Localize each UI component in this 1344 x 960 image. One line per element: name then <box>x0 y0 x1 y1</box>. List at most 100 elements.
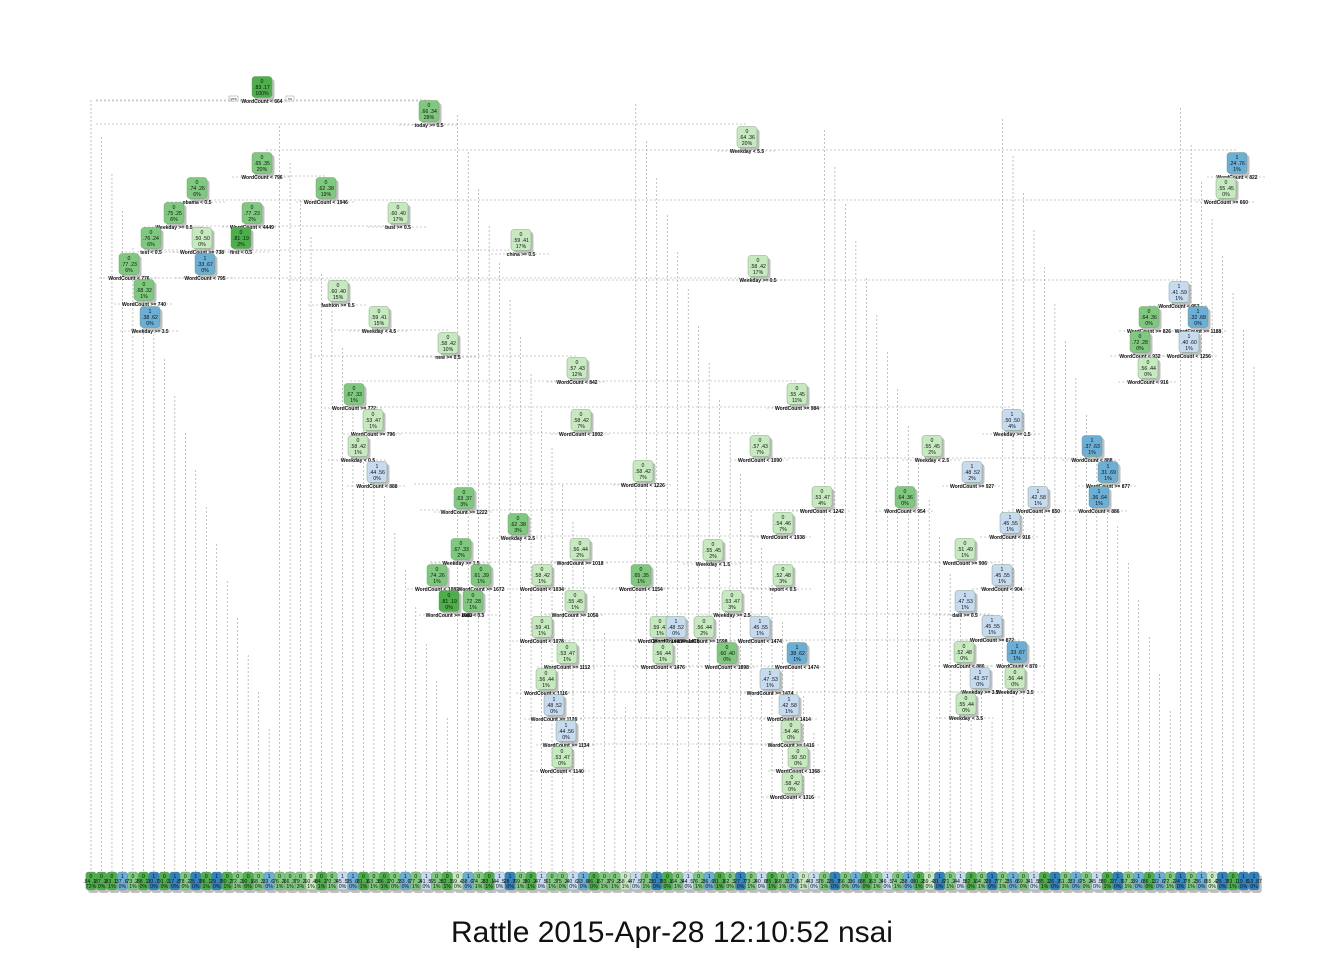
node-split-rule: WordCount < 1946 <box>304 200 348 206</box>
node-box <box>362 409 384 431</box>
node-class: 0 <box>821 489 824 495</box>
tree-node: 0.74 .266% obama < 0.5 <box>183 177 212 206</box>
node-pct: 2% <box>928 450 936 456</box>
node-box <box>191 227 213 249</box>
leaf-node: 0.76 .241% <box>691 871 707 893</box>
leaf-class: 0 <box>393 874 396 880</box>
node-split-rule: WordCount >= 1112 <box>544 665 591 671</box>
node-box <box>426 564 448 586</box>
leaf-probs: .43 .57 <box>806 879 822 885</box>
leaf-node: 1.25 .750% <box>188 871 204 893</box>
leaf-node: 0.59 .410% <box>450 871 466 893</box>
tree-node: 0.55 .440% Weekday < 3.5 <box>949 693 983 722</box>
leaf-node: 0.83 .171% <box>104 871 120 893</box>
node-box <box>772 564 794 586</box>
leaf-pct: 0% <box>98 884 106 890</box>
leaf-pct: 0% <box>632 884 640 890</box>
node-class: 0 <box>640 567 643 573</box>
leaf-class: 0 <box>823 874 826 880</box>
leaf-node: 1.35 .650% <box>1005 871 1021 893</box>
leaf-probs: .66 .34 <box>837 879 853 885</box>
node-class: 1 <box>1178 284 1181 290</box>
leaf-node: 0.80 .201% <box>1099 871 1115 893</box>
leaf-probs: .88 .12 <box>135 879 151 885</box>
node-probs: .45 .55 <box>1002 521 1018 527</box>
leaf-class: 1 <box>1158 874 1161 880</box>
tree-node: 1.33 .671% WordCount < 870 <box>996 641 1038 670</box>
node-split-rule: WordCount < 1368 <box>776 769 820 775</box>
leaf-pct: 1% <box>1041 884 1049 890</box>
leaf-class: 0 <box>1022 874 1025 880</box>
leaf-probs: .60 .40 <box>303 879 319 885</box>
node-class: 0 <box>782 515 785 521</box>
node-probs: .44 .56 <box>558 729 574 735</box>
leaf-pct: 1% <box>517 884 525 890</box>
node-probs: .57 .43 <box>569 366 585 372</box>
leaf-pct: 1% <box>611 884 619 890</box>
node-split-rule: Weekday < 3.5 <box>949 716 983 722</box>
leaf-probs: .83 .17 <box>1225 879 1241 885</box>
node-class: 0 <box>545 671 548 677</box>
leaf-pct: 0% <box>192 884 200 890</box>
leaf-pct: 1% <box>1187 884 1195 890</box>
leaf-class: 0 <box>226 874 229 880</box>
node-box <box>133 279 155 301</box>
leaf-node: 1.36 .640% <box>1194 871 1210 893</box>
node-probs: .54 .46 <box>783 729 799 735</box>
node-split-rule: WordCount >= 850 <box>1016 509 1060 515</box>
node-box <box>535 668 557 690</box>
leaf-pct: 0% <box>1114 884 1122 890</box>
node-box <box>569 538 591 560</box>
leaf-class: 1 <box>886 874 889 880</box>
node-split-rule: china >= 0.5 <box>507 252 536 258</box>
node-split-rule: WordCount < 1242 <box>800 509 844 515</box>
tree-node: 0.74 .261% WordCount < 1082 <box>415 564 459 593</box>
node-pct: 0% <box>1136 346 1144 352</box>
node-split-rule: WordCount < 664 <box>241 99 282 105</box>
leaf-node: 0.83 .170% <box>659 871 675 893</box>
node-probs: .67 .33 <box>453 547 469 553</box>
node-class: 0 <box>447 335 450 341</box>
node-box <box>1129 331 1151 353</box>
leaf-class: 0 <box>1148 874 1151 880</box>
node-probs: .58 .42 <box>534 573 550 579</box>
leaf-pct: 1% <box>1166 884 1174 890</box>
node-pct: 17% <box>393 217 404 223</box>
node-class: 0 <box>337 283 340 289</box>
node-split-rule: Weekday >= 3.5 <box>996 690 1033 696</box>
node-pct: 7% <box>639 475 647 481</box>
leaf-node: 0.69 .311% <box>513 871 529 893</box>
node-class: 1 <box>1107 464 1110 470</box>
node-box <box>418 100 440 122</box>
leaf-class: 1 <box>498 874 501 880</box>
leaf-node: 0.74 .261% <box>471 871 487 893</box>
node-split-rule: WordCount >= 772 <box>332 406 376 412</box>
node-class: 0 <box>196 180 199 186</box>
node-box <box>230 227 252 249</box>
node-class: 1 <box>964 593 967 599</box>
tree-node: 0.59 .411% WordCount < 1078 <box>520 616 564 645</box>
node-box <box>343 383 365 405</box>
node-pct: 100% <box>255 91 269 97</box>
node-class: 1 <box>1236 155 1239 161</box>
node-probs: .45 .55 <box>994 573 1010 579</box>
node-box <box>894 486 916 508</box>
node-class: 0 <box>797 749 800 755</box>
node-probs: .37 .63 <box>1084 444 1100 450</box>
leaf-pct: 0% <box>171 884 179 890</box>
leaf-class: 0 <box>980 874 983 880</box>
node-probs: .68 .32 <box>136 288 152 294</box>
node-pct: 1% <box>538 631 546 637</box>
leaf-pct: 1% <box>946 884 954 890</box>
node-split-rule: WordCount >= 1598 <box>681 639 728 645</box>
tree-node: 1.48 .522% WordCount >= 927 <box>950 461 994 490</box>
leaf-probs: .44 .56 <box>953 879 969 885</box>
leaf-class: 0 <box>299 874 302 880</box>
node-pct: 0% <box>146 321 154 327</box>
leaf-class: 1 <box>467 874 470 880</box>
leaf-node: 1.17 .830% <box>167 871 183 893</box>
leaf-class: 1 <box>1033 874 1036 880</box>
node-pct: 12% <box>572 372 583 378</box>
leaf-node: 0.59 .410% <box>921 871 937 893</box>
leaf-node: 1.24 .760% <box>1173 871 1189 893</box>
